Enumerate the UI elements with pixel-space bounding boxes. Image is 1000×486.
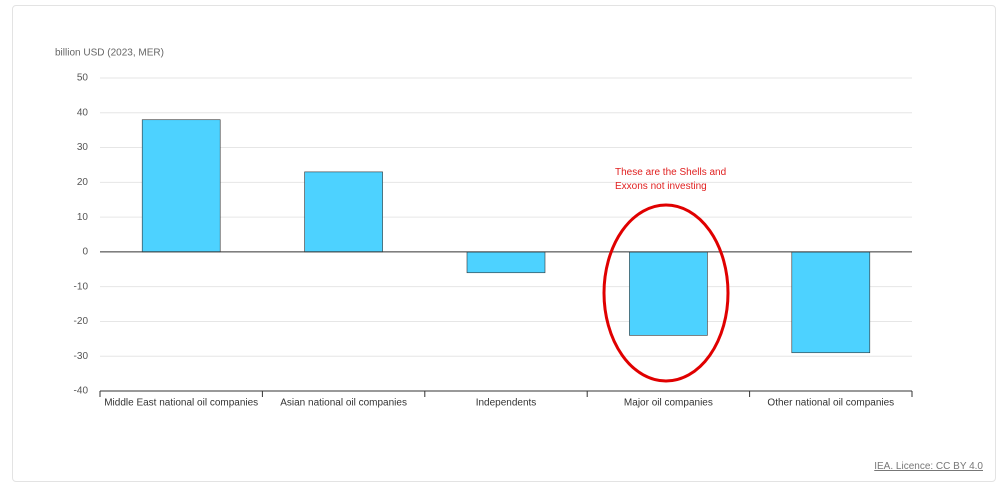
y-tick-label: -30 bbox=[74, 351, 89, 362]
y-tick-label: -10 bbox=[74, 281, 89, 292]
y-tick-label: 50 bbox=[77, 73, 89, 84]
y-tick-label: -20 bbox=[74, 316, 89, 327]
y-tick-label: 30 bbox=[77, 142, 89, 153]
y-tick-label: 40 bbox=[77, 107, 89, 118]
x-tick-label: Major oil companies bbox=[624, 398, 713, 409]
bar bbox=[466, 251, 546, 274]
x-tick-label: Independents bbox=[476, 398, 537, 409]
y-tick-label: 0 bbox=[82, 247, 88, 258]
annotation: These are the Shells and Exxons not inve… bbox=[615, 167, 727, 192]
card bbox=[12, 5, 996, 482]
y-tick-label: 20 bbox=[77, 177, 89, 188]
bar bbox=[791, 251, 871, 354]
x-tick-label: Asian national oil companies bbox=[280, 398, 407, 409]
x-tick-label: Other national oil companies bbox=[767, 398, 894, 409]
y-tick-label: 10 bbox=[77, 212, 89, 223]
y-tick-label: -40 bbox=[74, 386, 89, 397]
highlight-ellipse bbox=[602, 203, 730, 383]
source-link[interactable]: IEA. Licence: CC BY 4.0 bbox=[874, 461, 983, 472]
x-tick-label: Middle East national oil companies bbox=[104, 398, 258, 409]
y-axis-label: billion USD (2023, MER) bbox=[55, 48, 164, 59]
bar bbox=[304, 171, 383, 253]
bar bbox=[141, 119, 221, 253]
bar bbox=[629, 251, 708, 336]
